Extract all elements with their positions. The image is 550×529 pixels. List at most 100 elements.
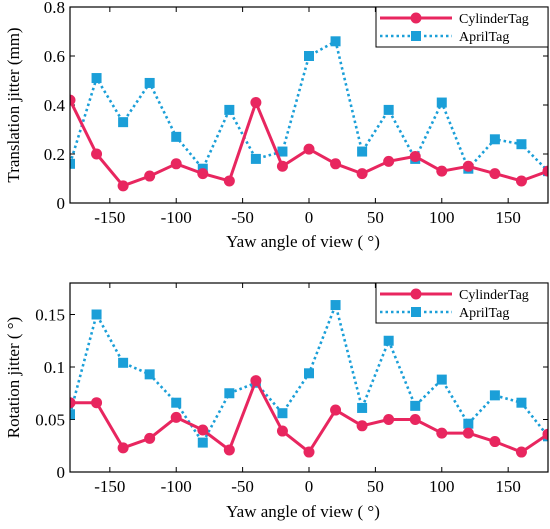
- data-point-cylindertag: [276, 425, 288, 437]
- data-point-apriltag: [304, 51, 314, 61]
- data-point-apriltag: [463, 418, 474, 429]
- series-line-cylindertag: [70, 99, 548, 188]
- data-point-apriltag: [70, 158, 75, 169]
- series-line-cylindertag: [70, 379, 548, 454]
- data-point-cylindertag: [489, 168, 501, 180]
- legend-marker-cylindertag: [410, 288, 422, 300]
- legend-label-apriltag: AprilTag: [459, 30, 509, 45]
- x-tick-label: 100: [429, 477, 455, 496]
- data-point-apriltag: [330, 300, 341, 311]
- data-point-apriltag: [357, 402, 368, 413]
- series-cylindertag: [70, 375, 548, 458]
- data-point-apriltag: [224, 388, 235, 399]
- rotation-jitter-chart: -150 -100 -50 0 50 100 150 0 0.05 0.1 0.15 Yaw angl…: [4, 282, 549, 521]
- data-point-apriltag: [304, 368, 314, 379]
- data-point-apriltag: [70, 409, 75, 420]
- legend-box: [375, 282, 549, 324]
- x-tick-label: 150: [495, 477, 521, 496]
- data-point-cylindertag: [276, 160, 288, 172]
- data-point-cylindertag: [462, 427, 474, 439]
- data-point-cylindertag: [117, 442, 129, 454]
- data-point-apriltag: [118, 357, 129, 368]
- data-point-cylindertag: [303, 446, 315, 458]
- plot-frame: [69, 282, 549, 473]
- data-point-apriltag: [144, 369, 155, 380]
- data-point-cylindertag: [356, 168, 368, 180]
- data-point-apriltag: [197, 437, 208, 448]
- data-point-apriltag: [330, 36, 341, 47]
- y-tick-label: 0.05: [35, 411, 65, 430]
- legend-label-apriltag: AprilTag: [459, 306, 509, 321]
- translation-jitter-chart: -150 -100 -50 0 50 100 150 0 0.2 0.4 0.6 0.8 Yaw ang…: [4, 0, 549, 251]
- legend-marker-apriltag: [411, 307, 421, 317]
- x-axis-label: Yaw angle of view ( °): [226, 502, 380, 521]
- y-tick-label: 0.2: [44, 145, 65, 164]
- data-point-cylindertag: [144, 432, 156, 444]
- data-point-cylindertag: [330, 158, 342, 170]
- data-point-apriltag: [277, 408, 288, 419]
- data-point-apriltag: [489, 134, 500, 145]
- data-point-cylindertag: [383, 155, 395, 167]
- data-point-apriltag: [224, 104, 235, 115]
- data-point-apriltag: [383, 335, 394, 346]
- y-axis-label: Rotation jitter ( °): [4, 317, 23, 439]
- data-point-cylindertag: [170, 411, 182, 423]
- data-point-apriltag: [171, 397, 182, 408]
- data-point-apriltag: [277, 146, 288, 157]
- y-tick-label: 0: [57, 463, 66, 482]
- data-point-apriltag: [118, 117, 129, 128]
- data-point-cylindertag: [91, 397, 103, 409]
- data-point-cylindertag: [250, 375, 262, 387]
- data-point-apriltag: [91, 73, 102, 84]
- data-point-apriltag: [357, 146, 368, 157]
- y-tick-label: 0: [57, 194, 66, 213]
- data-point-cylindertag: [436, 427, 448, 439]
- x-tick-label: -100: [161, 208, 192, 227]
- x-axis-label: Yaw angle of view ( °): [226, 232, 380, 251]
- y-tick-label: 0.1: [44, 358, 65, 377]
- data-point-cylindertag: [409, 150, 421, 162]
- data-point-cylindertag: [250, 97, 262, 109]
- data-point-cylindertag: [197, 424, 209, 436]
- x-tick-label: -150: [94, 477, 125, 496]
- data-point-cylindertag: [70, 397, 76, 409]
- legend-label-cylindertag: CylinderTag: [459, 288, 529, 303]
- data-point-cylindertag: [436, 165, 448, 177]
- data-point-cylindertag: [91, 148, 103, 160]
- x-tick-label: 150: [495, 208, 521, 227]
- x-tick-label: -100: [161, 477, 192, 496]
- data-point-apriltag: [516, 139, 527, 150]
- series-cylindertag: [70, 94, 548, 192]
- legend-label-cylindertag: CylinderTag: [459, 12, 529, 27]
- legend-marker-cylindertag: [410, 12, 422, 24]
- y-tick-label: 0.4: [44, 96, 66, 115]
- data-point-cylindertag: [330, 404, 342, 416]
- data-point-cylindertag: [223, 444, 235, 456]
- data-point-cylindertag: [515, 175, 527, 187]
- legend-box: [375, 6, 549, 48]
- y-axis-label: Translation jitter (mm): [4, 27, 23, 182]
- data-point-cylindertag: [303, 143, 315, 155]
- data-point-apriltag: [250, 153, 261, 164]
- data-point-cylindertag: [170, 158, 182, 170]
- x-tick-label: -150: [94, 208, 125, 227]
- data-point-cylindertag: [144, 170, 156, 182]
- y-tick-label: 0.8: [44, 0, 65, 17]
- x-tick-label: -50: [231, 208, 254, 227]
- plot-frame: [69, 6, 549, 204]
- data-point-cylindertag: [409, 414, 421, 425]
- x-tick-label: 50: [367, 477, 384, 496]
- legend: CylinderTag AprilTag: [375, 6, 549, 48]
- data-point-cylindertag: [117, 180, 129, 192]
- y-tick-label: 0.15: [35, 306, 65, 325]
- series-apriltag: [70, 300, 548, 448]
- x-tick-label: 0: [305, 477, 314, 496]
- data-point-apriltag: [171, 131, 182, 142]
- data-point-apriltag: [489, 390, 500, 401]
- x-tick-label: 0: [305, 208, 314, 227]
- data-point-cylindertag: [70, 94, 76, 106]
- legend-marker-apriltag: [411, 31, 421, 41]
- data-point-apriltag: [410, 400, 421, 411]
- data-point-cylindertag: [542, 165, 548, 177]
